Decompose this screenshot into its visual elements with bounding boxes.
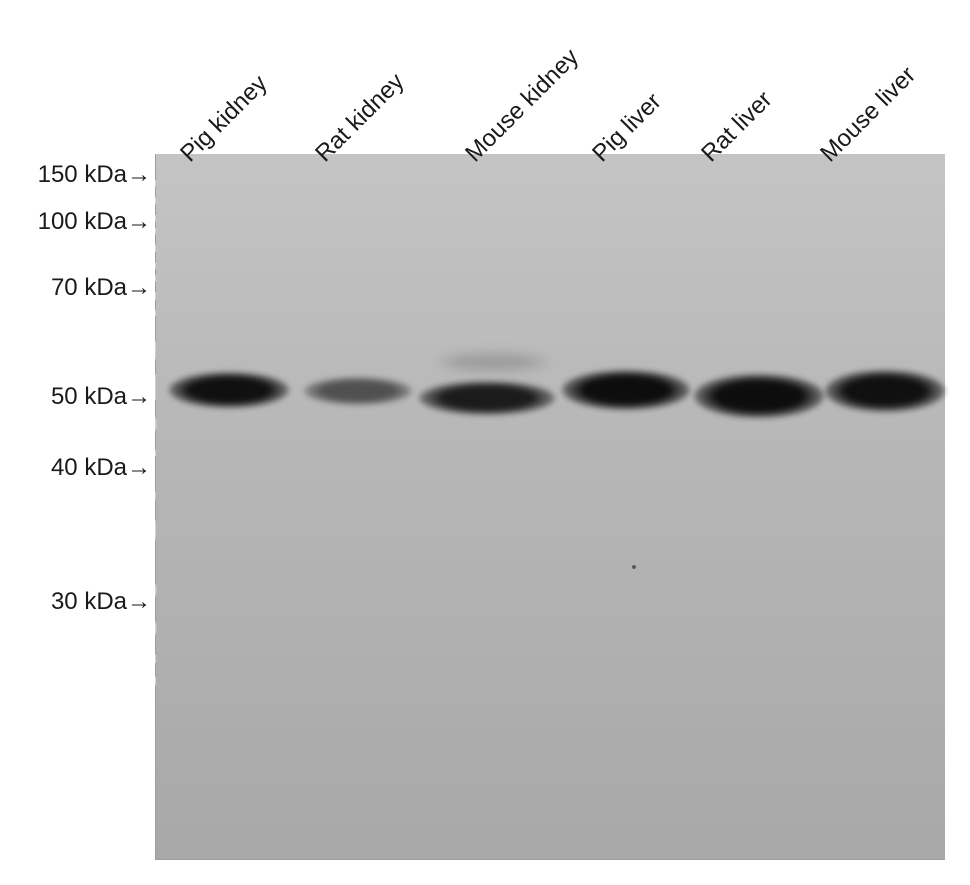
blot-membrane: [155, 154, 945, 860]
mw-marker: 70 kDa→: [51, 274, 151, 302]
band-lane-2: [437, 352, 549, 372]
artifact-speck: [632, 565, 636, 569]
band-lane-4: [694, 374, 824, 418]
mw-marker: 30 kDa→: [51, 588, 151, 616]
mw-marker: 100 kDa→: [38, 208, 151, 236]
mw-marker: 50 kDa→: [51, 383, 151, 411]
band-lane-1: [304, 377, 412, 405]
lane-label: Mouse liver: [815, 61, 922, 168]
band-lane-0: [169, 372, 289, 408]
band-lane-3: [562, 370, 690, 410]
band-lane-2: [419, 381, 555, 415]
mw-marker: 150 kDa→: [38, 161, 151, 189]
mw-marker: 40 kDa→: [51, 454, 151, 482]
band-lane-5: [825, 370, 945, 412]
western-blot-figure: WWW.PTGLAB.COM 150 kDa→100 kDa→70 kDa→50…: [0, 0, 970, 885]
lane-label: Rat kidney: [310, 68, 410, 168]
lane-label: Mouse kidney: [460, 43, 585, 168]
